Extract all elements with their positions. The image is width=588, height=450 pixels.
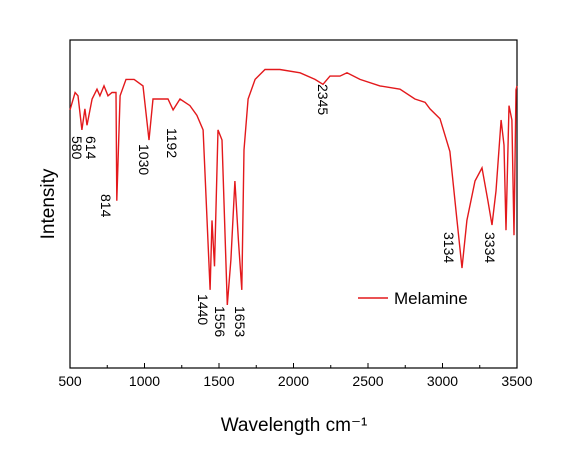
legend-label: Melamine (394, 289, 468, 308)
plot-frame (69, 39, 518, 369)
peak-label: 1653 (232, 306, 248, 337)
peak-label: 580 (69, 136, 85, 160)
peak-label: 814 (98, 194, 114, 218)
x-tick-label: 1500 (203, 373, 234, 389)
x-axis-label: Wavelength cm⁻¹ (221, 415, 368, 436)
x-tick-label: 3500 (501, 373, 532, 389)
x-tick-label: 2500 (352, 373, 383, 389)
peak-label: 614 (83, 136, 99, 160)
x-tick-label: 3000 (427, 373, 458, 389)
x-tick-label: 1000 (129, 373, 160, 389)
peak-label: 1030 (136, 144, 152, 175)
spectrum-line (69, 68, 518, 306)
y-axis-label: Intensity (38, 168, 59, 239)
peak-label: 1440 (195, 294, 211, 325)
peak-label: 3134 (441, 232, 457, 263)
peak-label: 1556 (212, 306, 228, 337)
peak-label: 1192 (164, 128, 180, 158)
peak-label: 2345 (315, 84, 331, 115)
x-tick-label: 2000 (278, 373, 309, 389)
peak-label: 3334 (482, 232, 498, 263)
x-tick-label: 500 (58, 373, 82, 389)
